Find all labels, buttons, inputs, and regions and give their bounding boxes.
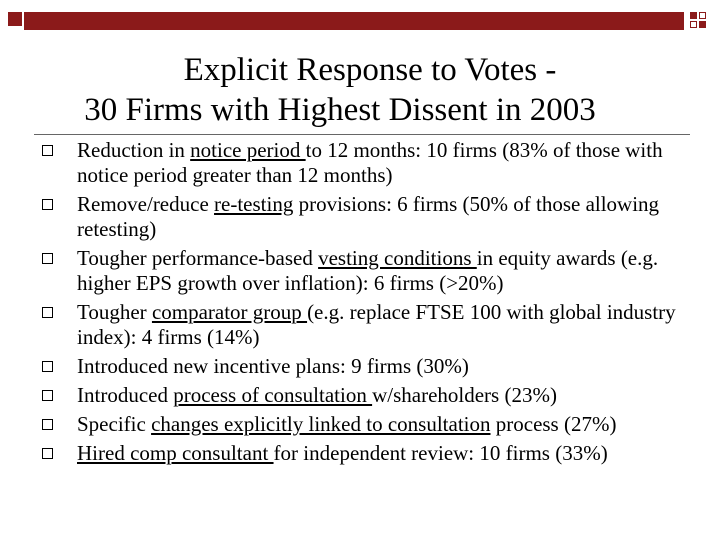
bullet-text-pre: Remove/reduce [77,192,215,216]
bullet-item: Tougher performance-based vesting condit… [40,246,706,296]
bullet-text-pre: Introduced [77,383,174,407]
bullet-item: Specific changes explicitly linked to co… [40,412,706,437]
hollow-square-icon [42,390,53,401]
bullet-text-post: to 12 months: 10 firms (83% of those wit… [77,138,663,187]
hollow-square-icon [42,419,53,430]
bullet-text-underlined: process of consultation [173,383,373,407]
bullet-item: Tougher comparator group (e.g. replace F… [40,300,706,350]
bullet-text-pre: Tougher [77,300,152,324]
bullet-text-pre: Specific [77,412,152,436]
bullet-text-underlined: re-testing [214,192,294,216]
bullet-text-underlined: Hired comp consultant [77,441,274,465]
slide-title: Explicit Response to Votes - 30 Firms wi… [0,50,720,130]
bullet-text-underlined: comparator group [151,300,308,324]
bullet-item: Remove/reduce re-testing provisions: 6 f… [40,192,706,242]
bullet-item: Hired comp consultant for independent re… [40,441,706,466]
bullet-text-post: provisions: 6 firms (50% of those allowi… [77,192,660,241]
corner-squares-decoration [690,12,708,30]
bullet-text-underlined: vesting conditions [318,246,477,270]
bullet-text-pre: Reduction in [77,138,191,162]
hollow-square-icon [42,361,53,372]
bullet-text-post: for independent review: 10 firms (33%) [273,441,608,465]
bullet-text-post: w/shareholders (23%) [372,383,557,407]
hollow-square-icon [42,448,53,459]
bullet-text-pre: Introduced new incentive plans: 9 firms … [77,354,469,378]
bullet-text-post: (e.g. replace FTSE 100 with global indus… [77,300,676,349]
bullet-text-post: process (27%) [490,412,617,436]
hollow-square-icon [42,199,53,210]
bullet-text-underlined: changes explicitly linked to consultatio… [151,412,491,436]
title-line-1: Explicit Response to Votes - [183,52,557,88]
bullet-item: Reduction in notice period to 12 months:… [40,138,706,188]
bullet-text-post: in equity awards (e.g. higher EPS growth… [77,246,659,295]
hollow-square-icon [42,145,53,156]
bullet-item: Introduced new incentive plans: 9 firms … [40,354,706,379]
bullet-item: Introduced process of consultation w/sha… [40,383,706,408]
title-accent-bar [24,12,684,30]
title-divider [34,134,690,135]
title-line-2: 30 Firms with Highest Dissent in 2003 [84,92,596,128]
corner-square-decoration [8,12,22,26]
bullet-text-underlined: notice period [190,138,306,162]
bullet-list: Reduction in notice period to 12 months:… [40,138,706,470]
bullet-text-pre: Tougher performance-based [77,246,319,270]
hollow-square-icon [42,253,53,264]
hollow-square-icon [42,307,53,318]
